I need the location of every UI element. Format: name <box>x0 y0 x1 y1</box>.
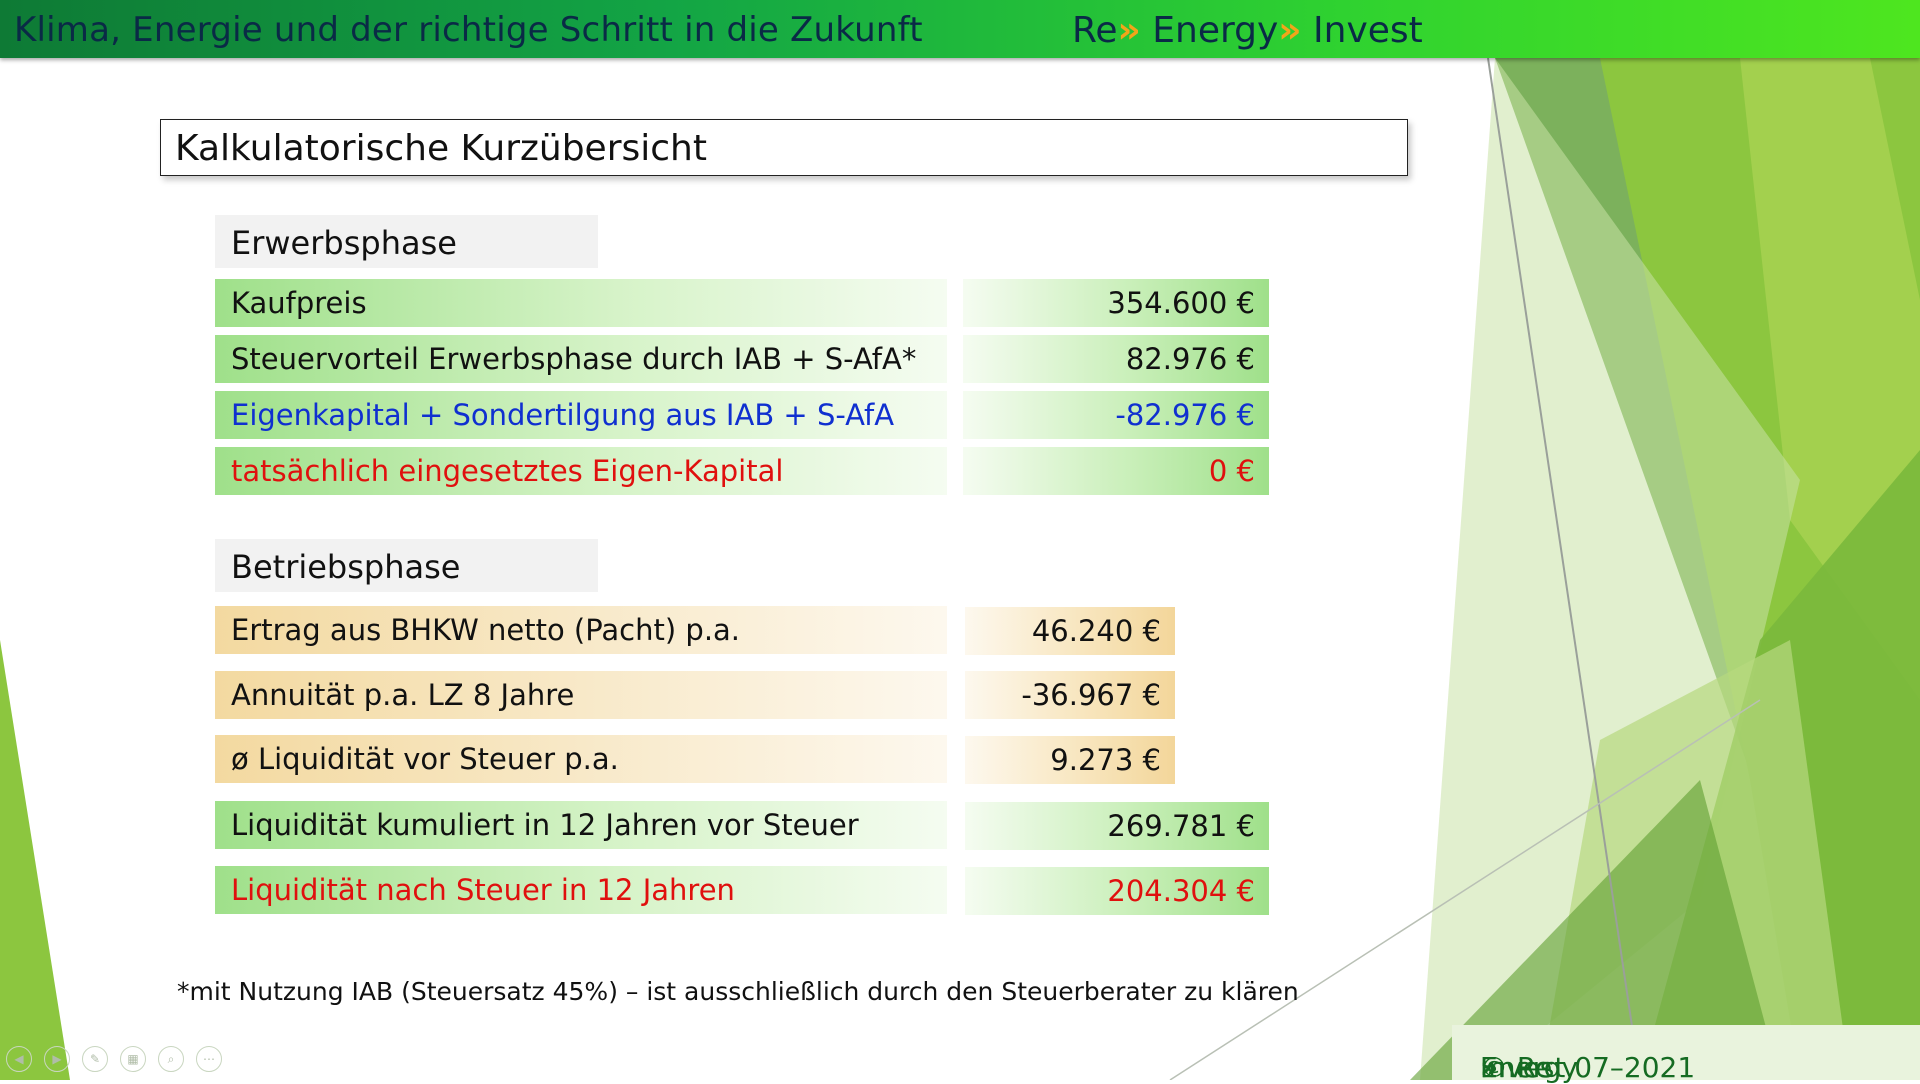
row-label-liquiditaet-nach-steuer: Liquidität nach Steuer in 12 Jahren <box>215 866 947 914</box>
row-label-steuervorteil: Steuervorteil Erwerbsphase durch IAB + S… <box>215 335 947 383</box>
row-value-liquiditaet-kumuliert: 269.781 € <box>965 802 1269 850</box>
copyright-prefix: © Re <box>1480 1051 1553 1084</box>
row-label-annuitaet: Annuität p.a. LZ 8 Jahre <box>215 671 947 719</box>
row-value-liquiditaet-vor-steuer: 9.273 € <box>965 736 1175 784</box>
row-label-ertrag: Ertrag aus BHKW netto (Pacht) p.a. <box>215 606 947 654</box>
row-label: Ertrag aus BHKW netto (Pacht) p.a. <box>231 613 741 647</box>
row-label: Steuervorteil Erwerbsphase durch IAB + S… <box>231 342 917 376</box>
previous-slide-icon[interactable]: ◀ <box>6 1046 32 1072</box>
row-value: 46.240 € <box>1031 614 1161 648</box>
row-value-steuervorteil: 82.976 € <box>963 335 1269 383</box>
header-brand: Re» Energy» Invest <box>1072 10 1423 51</box>
zoom-icon[interactable]: ⌕ <box>158 1046 184 1072</box>
row-label: Liquidität kumuliert in 12 Jahren vor St… <box>231 808 859 842</box>
row-value-kaufpreis: 354.600 € <box>963 279 1269 327</box>
row-value-ertrag: 46.240 € <box>965 607 1175 655</box>
slide-title-box: Kalkulatorische Kurzübersicht <box>160 119 1408 176</box>
row-value: 269.781 € <box>1107 809 1255 843</box>
row-value-liquiditaet-nach-steuer: 204.304 € <box>965 867 1269 915</box>
brand-energy: Energy <box>1140 10 1279 51</box>
section-heading-label: Erwerbsphase <box>231 224 457 262</box>
slide-navigation-controls: ◀ ▶ ✎ ▦ ⌕ ⋯ <box>6 1046 222 1072</box>
row-value: 204.304 € <box>1107 874 1255 908</box>
footnote: *mit Nutzung IAB (Steuersatz 45%) – ist … <box>177 977 1299 1006</box>
row-label: Annuität p.a. LZ 8 Jahre <box>231 678 575 712</box>
row-label: Liquidität nach Steuer in 12 Jahren <box>231 873 735 907</box>
next-slide-icon[interactable]: ▶ <box>44 1046 70 1072</box>
copyright-mid: Energy <box>1480 1051 1579 1084</box>
row-label: Kaufpreis <box>231 286 367 320</box>
copyright-arrow-2: » <box>1480 1051 1499 1084</box>
section-heading-erwerbsphase: Erwerbsphase <box>215 215 598 268</box>
slides-overview-icon[interactable]: ▦ <box>120 1046 146 1072</box>
header-title: Klima, Energie und der richtige Schritt … <box>14 10 923 50</box>
brand-arrow-2: » <box>1278 10 1302 51</box>
row-value: 0 € <box>1208 454 1255 488</box>
row-value-eingesetztes-kapital: 0 € <box>963 447 1269 495</box>
row-value: -82.976 € <box>1115 398 1255 432</box>
row-value-eigenkapital: -82.976 € <box>963 391 1269 439</box>
row-label: tatsächlich eingesetztes Eigen-Kapital <box>231 454 784 488</box>
pen-icon[interactable]: ✎ <box>82 1046 108 1072</box>
row-value: -36.967 € <box>1021 678 1161 712</box>
row-value: 354.600 € <box>1107 286 1255 320</box>
row-label-eingesetztes-kapital: tatsächlich eingesetztes Eigen-Kapital <box>215 447 947 495</box>
header-bar: Klima, Energie und der richtige Schritt … <box>0 0 1920 58</box>
row-value: 82.976 € <box>1125 342 1255 376</box>
row-value-annuitaet: -36.967 € <box>965 671 1175 719</box>
row-value: 9.273 € <box>1050 743 1161 777</box>
row-label: Eigenkapital + Sondertilgung aus IAB + S… <box>231 398 895 432</box>
row-label-liquiditaet-kumuliert: Liquidität kumuliert in 12 Jahren vor St… <box>215 801 947 849</box>
more-options-icon[interactable]: ⋯ <box>196 1046 222 1072</box>
row-label-eigenkapital: Eigenkapital + Sondertilgung aus IAB + S… <box>215 391 947 439</box>
copyright-suffix: Invest 07–2021 <box>1480 1051 1696 1084</box>
brand-re: Re <box>1072 10 1118 51</box>
row-label-liquiditaet-vor-steuer: ø Liquidität vor Steuer p.a. <box>215 735 947 783</box>
brand-arrow-1: » <box>1117 10 1141 51</box>
slide-title: Kalkulatorische Kurzübersicht <box>175 128 707 169</box>
section-heading-label: Betriebsphase <box>231 548 461 586</box>
row-label-kaufpreis: Kaufpreis <box>215 279 947 327</box>
copyright-box: © Re» Energy» Invest 07–2021 <box>1452 1025 1920 1084</box>
section-heading-betriebsphase: Betriebsphase <box>215 539 598 592</box>
row-label: ø Liquidität vor Steuer p.a. <box>231 742 619 776</box>
brand-invest: Invest <box>1301 10 1423 51</box>
copyright-arrow-1: » <box>1480 1051 1499 1084</box>
